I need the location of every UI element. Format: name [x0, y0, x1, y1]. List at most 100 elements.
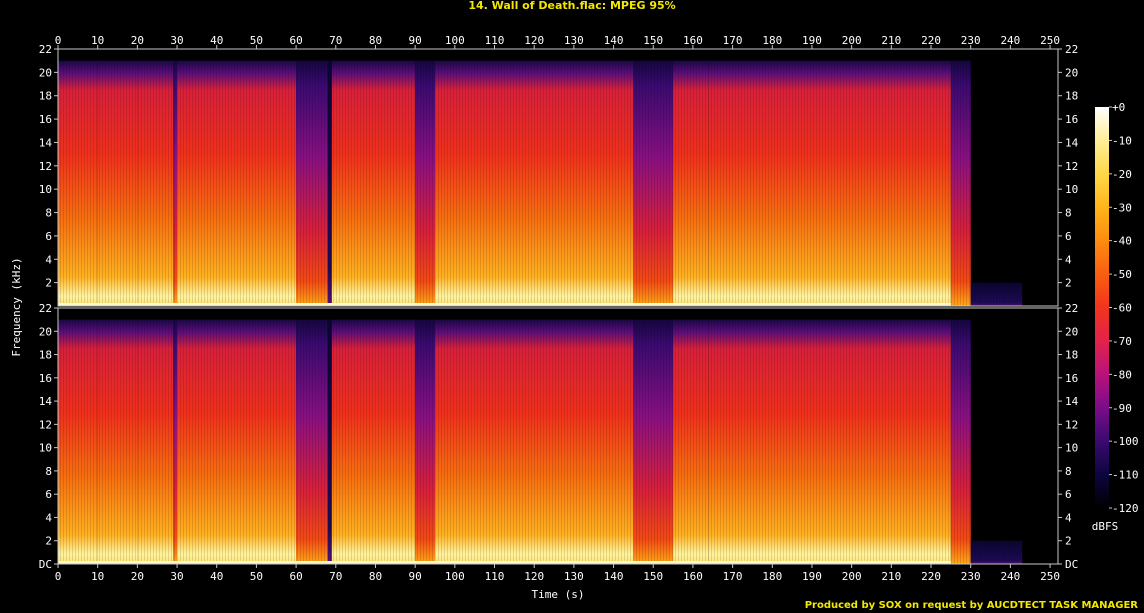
y-tick-label: DC	[39, 558, 52, 571]
x-tick-label: 180	[762, 570, 782, 583]
y-tick-label-right: 20	[1065, 325, 1078, 338]
chart-title: 14. Wall of Death.flac: MPEG 95%	[468, 0, 676, 12]
colorbar-tick-label: -80	[1112, 368, 1132, 381]
y-tick-label: 2	[45, 277, 52, 290]
channel-2-frame	[57, 307, 1059, 565]
y-tick-label: 10	[39, 183, 52, 196]
footer-credit: Produced by SOX on request by AUCDTECT T…	[804, 600, 1138, 611]
x-tick-label: 100	[445, 570, 465, 583]
x-tick-label-top: 150	[643, 34, 663, 47]
x-tick-label-top: 160	[683, 34, 703, 47]
y-tick-label-right: 16	[1065, 113, 1078, 126]
y-tick-label-right: 6	[1065, 230, 1072, 243]
y-tick-label-right: 8	[1065, 207, 1072, 220]
y-tick-label-right: 18	[1065, 90, 1078, 103]
x-tick-label: 230	[961, 570, 981, 583]
y-tick-label-right: 10	[1065, 442, 1078, 455]
x-tick-label-top: 170	[723, 34, 743, 47]
x-tick-label-top: 90	[409, 34, 422, 47]
x-tick-label: 70	[329, 570, 342, 583]
x-tick-label: 90	[409, 570, 422, 583]
x-tick-label: 130	[564, 570, 584, 583]
y-tick-label: 4	[45, 511, 52, 524]
y-tick-label-right: 10	[1065, 183, 1078, 196]
y-tick-label-right: 8	[1065, 465, 1072, 478]
x-tick-label-top: 70	[329, 34, 342, 47]
x-tick-label: 170	[723, 570, 743, 583]
x-tick-label: 80	[369, 570, 382, 583]
y-tick-label: 18	[39, 90, 52, 103]
y-tick-label-right: 4	[1065, 511, 1072, 524]
colorbar-tick-label: -110	[1112, 469, 1139, 482]
x-tick-label-top: 0	[55, 34, 62, 47]
x-tick-label-top: 120	[524, 34, 544, 47]
y-tick-label-right: 12	[1065, 418, 1078, 431]
dc-band-ch2	[58, 561, 951, 564]
y-tick-label-right: 14	[1065, 136, 1079, 149]
dc-band-ch1	[58, 303, 951, 306]
x-tick-label-top: 110	[485, 34, 505, 47]
y-tick-label: 20	[39, 325, 52, 338]
y-tick-label: 16	[39, 372, 52, 385]
y-tick-label: 20	[39, 66, 52, 79]
x-tick-label-top: 240	[1000, 34, 1020, 47]
x-tick-label: 60	[289, 570, 302, 583]
x-tick-label-top: 190	[802, 34, 822, 47]
y-tick-label-right: 2	[1065, 277, 1072, 290]
colorbar-tick-label: -60	[1112, 302, 1132, 315]
x-tick-label-top: 200	[842, 34, 862, 47]
y-tick-label: 14	[39, 395, 53, 408]
y-tick-label: 4	[45, 253, 52, 266]
x-tick-label-top: 60	[289, 34, 302, 47]
colorbar-tick-label: -100	[1112, 435, 1139, 448]
x-tick-label-top: 30	[170, 34, 183, 47]
y-tick-label-right: 12	[1065, 160, 1078, 173]
y-tick-label-right: 16	[1065, 372, 1078, 385]
x-tick-label-top: 180	[762, 34, 782, 47]
x-tick-label-top: 230	[961, 34, 981, 47]
y-tick-label-right: 2	[1065, 535, 1072, 548]
x-tick-label: 20	[131, 570, 144, 583]
x-tick-label: 50	[250, 570, 263, 583]
x-tick-label-top: 250	[1040, 34, 1060, 47]
x-tick-label-top: 80	[369, 34, 382, 47]
y-axis-label: Frequency (kHz)	[10, 257, 23, 356]
x-tick-label: 240	[1000, 570, 1020, 583]
colorbar-tick-label: -10	[1112, 134, 1132, 147]
x-tick-label: 40	[210, 570, 223, 583]
colorbar-scale	[1095, 107, 1109, 508]
colorbar-tick-label: +0	[1112, 101, 1125, 114]
x-tick-label: 190	[802, 570, 822, 583]
channel-1-frame	[57, 48, 1059, 307]
y-tick-label: 2	[45, 535, 52, 548]
x-tick-label: 30	[170, 570, 183, 583]
colorbar-tick-label: -40	[1112, 235, 1132, 248]
x-tick-label: 210	[881, 570, 901, 583]
y-tick-label-right: 22	[1065, 43, 1078, 56]
x-tick-label-top: 10	[91, 34, 104, 47]
y-tick-label: 8	[45, 465, 52, 478]
x-axis-label: Time (s)	[532, 588, 585, 601]
x-tick-label: 120	[524, 570, 544, 583]
x-tick-label: 150	[643, 570, 663, 583]
x-tick-label-top: 140	[604, 34, 624, 47]
y-tick-label-right: 4	[1065, 253, 1072, 266]
x-tick-label: 220	[921, 570, 941, 583]
y-tick-label-right: DC	[1065, 558, 1078, 571]
y-tick-label: 12	[39, 160, 52, 173]
y-tick-label: 6	[45, 488, 52, 501]
x-tick-label-top: 130	[564, 34, 584, 47]
x-tick-label-top: 40	[210, 34, 223, 47]
x-tick-label: 0	[55, 570, 62, 583]
y-tick-label: 6	[45, 230, 52, 243]
colorbar-tick-label: -30	[1112, 201, 1132, 214]
x-tick-label: 250	[1040, 570, 1060, 583]
y-tick-label: 14	[39, 136, 53, 149]
x-tick-label: 140	[604, 570, 624, 583]
colorbar-tick-label: -50	[1112, 268, 1132, 281]
y-tick-label: 12	[39, 418, 52, 431]
colorbar-tick-label: -20	[1112, 168, 1132, 181]
colorbar-label: dBFS	[1092, 520, 1119, 533]
colorbar-tick-label: -120	[1112, 502, 1139, 515]
